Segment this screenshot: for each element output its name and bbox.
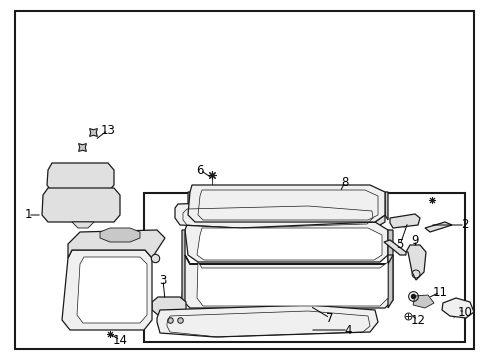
Polygon shape	[405, 245, 425, 280]
Polygon shape	[42, 188, 120, 222]
Polygon shape	[15, 11, 473, 349]
Text: 9: 9	[410, 234, 418, 247]
Text: 11: 11	[431, 285, 447, 298]
Polygon shape	[77, 257, 147, 323]
Text: 8: 8	[341, 175, 348, 189]
Polygon shape	[197, 262, 387, 306]
Polygon shape	[441, 298, 473, 318]
Polygon shape	[187, 185, 384, 222]
Text: 14: 14	[112, 333, 127, 346]
Text: 6: 6	[196, 163, 203, 176]
Polygon shape	[157, 305, 377, 337]
Polygon shape	[412, 295, 433, 308]
Polygon shape	[68, 230, 164, 258]
Polygon shape	[182, 230, 184, 308]
Polygon shape	[182, 255, 392, 308]
Polygon shape	[190, 215, 384, 228]
Polygon shape	[187, 192, 190, 225]
Text: 5: 5	[395, 238, 403, 252]
Text: 2: 2	[460, 219, 468, 231]
Text: 10: 10	[457, 306, 471, 319]
Polygon shape	[100, 228, 140, 242]
Polygon shape	[184, 222, 387, 262]
Polygon shape	[387, 230, 392, 308]
Text: 7: 7	[325, 311, 333, 324]
Polygon shape	[144, 193, 464, 342]
Text: 12: 12	[409, 314, 425, 327]
Polygon shape	[384, 192, 387, 220]
Polygon shape	[389, 214, 419, 228]
Polygon shape	[424, 222, 451, 232]
Polygon shape	[197, 228, 381, 260]
Text: 1: 1	[24, 208, 32, 221]
Polygon shape	[72, 222, 94, 228]
Polygon shape	[152, 297, 185, 315]
Text: 3: 3	[159, 274, 166, 287]
Text: 4: 4	[344, 324, 351, 337]
Text: 13: 13	[101, 123, 115, 136]
Polygon shape	[175, 200, 381, 228]
Polygon shape	[62, 250, 152, 330]
Polygon shape	[383, 240, 405, 255]
Polygon shape	[47, 163, 114, 192]
Polygon shape	[184, 255, 392, 264]
